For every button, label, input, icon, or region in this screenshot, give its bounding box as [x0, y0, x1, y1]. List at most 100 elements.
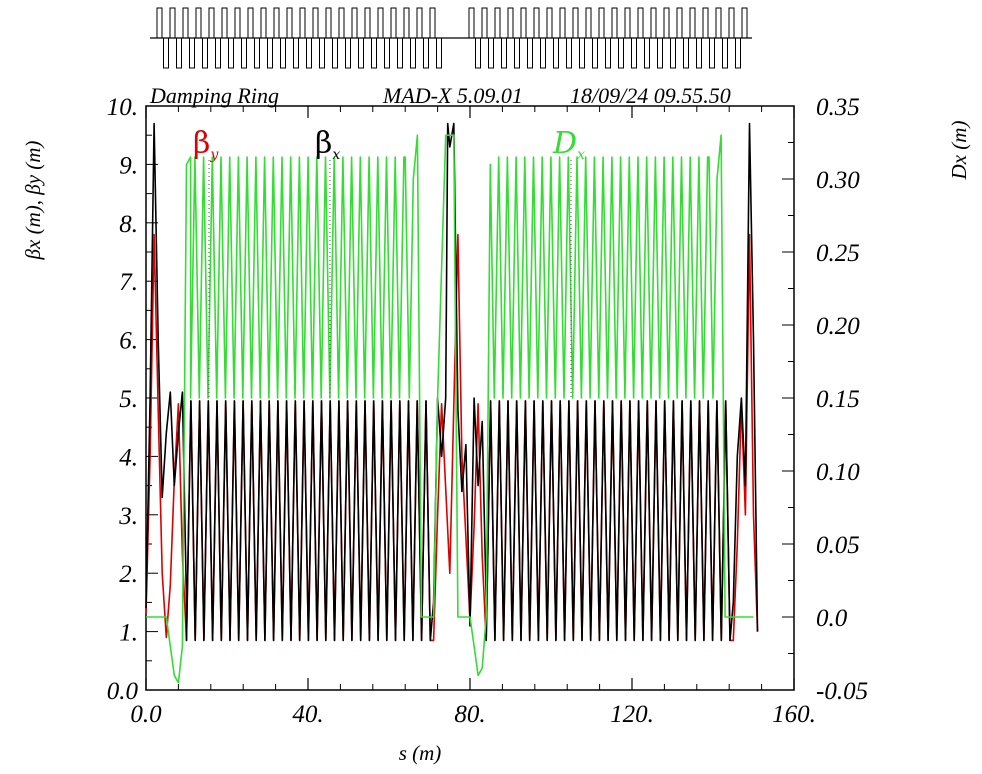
- y-right-tick-label: 0.20: [816, 313, 860, 340]
- lattice-magnet: [416, 7, 423, 39]
- y-right-axis-title: Dx (m): [947, 121, 971, 181]
- y-left-tick-label: 5.: [119, 386, 138, 413]
- axis-ticks: [145, 105, 795, 691]
- y-right-tick-label: 0.0: [816, 605, 848, 632]
- x-tick-label: 120.: [610, 701, 654, 728]
- lattice-magnet: [650, 7, 657, 39]
- legend-dx: Dx: [552, 126, 585, 163]
- x-tick-label: 80.: [454, 701, 485, 728]
- lattice-magnet: [189, 37, 195, 69]
- lattice-magnet: [397, 37, 403, 69]
- lattice-magnet: [338, 7, 345, 39]
- lattice-magnet: [319, 37, 325, 69]
- y-left-tick-label: 6.: [119, 328, 138, 355]
- lattice-magnet: [689, 7, 696, 39]
- lattice-magnet: [247, 7, 254, 39]
- y-right-tick-label: 0.35: [816, 94, 860, 121]
- y-left-tick-label: 1.: [119, 620, 138, 647]
- lattice-magnet: [501, 37, 507, 69]
- lattice-magnet: [371, 37, 377, 69]
- lattice-magnet: [702, 7, 709, 39]
- lattice-magnet: [234, 7, 241, 39]
- legend-beta-x: βx: [315, 126, 340, 163]
- y-left-tick-label: 10.: [107, 94, 138, 121]
- lattice-magnet: [507, 7, 514, 39]
- lattice-magnet: [546, 7, 553, 39]
- lattice-magnet: [176, 37, 182, 69]
- lattice-magnet: [514, 37, 520, 69]
- lattice-magnet: [351, 7, 358, 39]
- lattice-magnet: [384, 37, 390, 69]
- lattice-magnet: [553, 37, 559, 69]
- y-left-tick-label: 2.: [119, 561, 138, 588]
- y-left-axis-title: βx (m), βy (m): [21, 141, 45, 261]
- lattice-magnet: [182, 7, 189, 39]
- program-version: MAD-X 5.09.01: [382, 83, 523, 108]
- lattice-magnet: [709, 37, 715, 69]
- lattice-magnet: [663, 7, 670, 39]
- chart-title: Damping Ring: [149, 83, 279, 108]
- lattice-magnet: [631, 37, 637, 69]
- x-axis-title: s (m): [399, 741, 442, 765]
- lattice-magnet: [572, 7, 579, 39]
- y-right-tick-label: 0.30: [816, 167, 860, 194]
- lattice-magnet: [579, 37, 585, 69]
- lattice-magnet: [598, 7, 605, 39]
- lattice-magnet: [488, 37, 494, 69]
- y-right-tick-label: 0.15: [816, 386, 860, 413]
- lattice-magnet: [670, 37, 676, 69]
- y-right-tick-label: 0.25: [816, 240, 860, 267]
- lattice-magnet: [215, 37, 221, 69]
- lattice-magnet: [364, 7, 371, 39]
- y-left-tick-label: 4.: [119, 444, 138, 471]
- lattice-magnet: [195, 7, 202, 39]
- lattice-magnet: [657, 37, 663, 69]
- x-tick-label: 40.: [292, 701, 323, 728]
- lattice-magnet: [468, 7, 475, 39]
- y-right-tick-label: 0.10: [816, 459, 860, 486]
- lattice-magnet: [585, 7, 592, 39]
- lattice-magnet: [254, 37, 260, 69]
- lattice-magnet: [273, 7, 280, 39]
- lattice-magnet: [527, 37, 533, 69]
- lattice-magnet: [735, 37, 741, 69]
- lattice-magnet: [403, 7, 410, 39]
- lattice-magnet: [475, 37, 481, 69]
- lattice-magnet: [559, 7, 566, 39]
- lattice-magnet: [611, 7, 618, 39]
- series-line-βx: [145, 122, 759, 642]
- lattice-magnet: [156, 7, 163, 39]
- lattice-magnet: [390, 7, 397, 39]
- lattice-magnet: [520, 7, 527, 39]
- lattice-magnet: [325, 7, 332, 39]
- lattice-magnet: [423, 37, 429, 69]
- y-left-tick-labels: 0.0 1. 2. 3. 4. 5. 6. 7. 8. 9. 10.: [107, 94, 139, 705]
- lattice-magnet: [741, 7, 748, 39]
- lattice-magnet: [566, 37, 572, 69]
- lattice-magnet: [683, 37, 689, 69]
- lattice-magnet: [618, 37, 624, 69]
- y-left-tick-label: 9.: [119, 152, 138, 179]
- timestamp: 18/09/24 09.55.50: [570, 83, 731, 108]
- lattice-elements-bar: [150, 7, 752, 69]
- lattice-magnet: [494, 7, 501, 39]
- lattice-magnet: [332, 37, 338, 69]
- lattice-magnet: [299, 7, 306, 39]
- lattice-magnet: [293, 37, 299, 69]
- lattice-magnet: [540, 37, 546, 69]
- lattice-magnet: [722, 37, 728, 69]
- lattice-magnet: [481, 7, 488, 39]
- x-tick-label: 0.0: [130, 701, 162, 728]
- lattice-magnet: [436, 37, 442, 69]
- lattice-magnet: [345, 37, 351, 69]
- lattice-magnet: [221, 7, 228, 39]
- series-line-Dx: [146, 134, 754, 684]
- lattice-magnet: [241, 37, 247, 69]
- lattice-magnet: [624, 7, 631, 39]
- lattice-magnet: [715, 7, 722, 39]
- lattice-magnet: [592, 37, 598, 69]
- lattice-magnet: [696, 37, 702, 69]
- lattice-magnet: [228, 37, 234, 69]
- lattice-magnet: [377, 7, 384, 39]
